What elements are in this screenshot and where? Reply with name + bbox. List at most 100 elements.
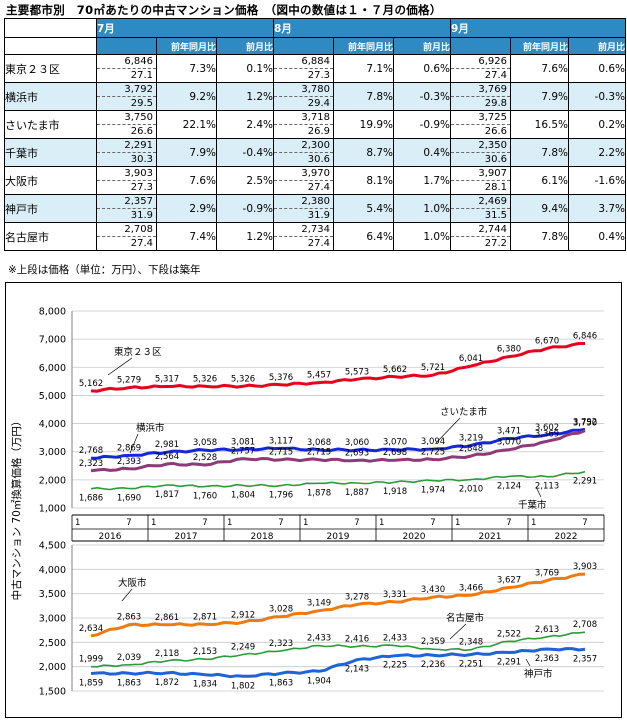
building-age-value: 26.6	[484, 126, 508, 137]
price-age-cell: 6,846 27.1	[96, 54, 157, 83]
building-age-value: 27.4	[484, 70, 508, 81]
price-age-cell: 3,780 29.4	[273, 82, 335, 111]
price-age-cell: 2,291 30.3	[96, 138, 157, 167]
building-age-value: 30.3	[130, 154, 153, 165]
data-label: 6,670	[535, 336, 559, 346]
series-line-4	[90, 572, 586, 638]
data-label: 1,974	[421, 486, 445, 496]
price-age-cell: 2,350 30.6	[450, 138, 512, 167]
data-label: 2,113	[535, 482, 559, 492]
data-label: 3,028	[269, 605, 293, 615]
data-label: 2,768	[79, 446, 103, 456]
building-age-value: 30.6	[307, 154, 331, 165]
x-year-label: 2016	[99, 532, 122, 542]
callout-line	[121, 588, 133, 602]
price-value: 6,884	[274, 55, 334, 69]
data-label: 2,323	[79, 459, 103, 469]
city-name: 横浜市	[4, 82, 97, 111]
series-name-label: 神戸市	[524, 668, 553, 680]
city-name: 大阪市	[4, 166, 97, 195]
x-tick-label: 1	[379, 518, 384, 528]
y-tick-label: 1,500	[39, 687, 66, 698]
x-year-label: 2019	[327, 532, 350, 542]
y-tick-label: 7,000	[39, 335, 66, 346]
x-tick-label: 7	[278, 518, 283, 528]
data-label: 2,010	[459, 485, 483, 495]
price-age-cell: 3,907 28.1	[450, 166, 512, 195]
mom-change: 1.7%	[393, 166, 452, 195]
price-value: 6,926	[451, 55, 511, 69]
table-row: 横浜市 3,792 29.5 9.2% 1.2% 3,780 29.4 7.8% -0.3% 3,…	[4, 82, 627, 111]
mom-change: 0.4%	[568, 222, 627, 251]
x-tick-label: 7	[126, 518, 131, 528]
y-tick-label: 3,000	[39, 614, 66, 625]
x-year-label: 2017	[175, 532, 198, 542]
price-age-cell: 3,725 26.6	[450, 110, 512, 139]
series-name-label: 千葉市	[518, 499, 547, 511]
building-age-value: 29.8	[484, 98, 508, 109]
data-label: 2,124	[497, 481, 521, 491]
y-tick-label: 1,000	[39, 504, 66, 515]
data-label: 6,380	[497, 345, 521, 355]
price-age-cell: 3,970 27.4	[273, 166, 335, 195]
x-year-label: 2018	[251, 532, 274, 542]
data-label: 2,871	[193, 612, 217, 622]
yoy-change: 7.8%	[510, 138, 570, 167]
price-line-chart: 中古マンション 70㎡換算価格（万円） 1,000 2,000 3,000 4,000 5…	[10, 307, 605, 698]
x-tick-label: 7	[506, 518, 511, 528]
y-tick-label: 2,000	[39, 662, 66, 673]
price-value: 2,734	[274, 223, 334, 237]
data-label: 2,715	[269, 448, 293, 458]
price-value: 3,769	[451, 83, 511, 97]
y-axis-title: 中古マンション 70㎡換算価格（万円）	[10, 416, 23, 601]
data-label: 3,792	[573, 417, 597, 427]
yoy-change: 6.1%	[510, 166, 570, 195]
data-label: 3,627	[497, 575, 521, 585]
building-age-value: 29.4	[307, 98, 331, 109]
price-age-cell: 2,744 27.2	[450, 222, 512, 251]
mom-subheader: 前月比	[393, 37, 452, 55]
data-label: 2,708	[573, 620, 597, 630]
data-label: 2,225	[383, 661, 407, 671]
x-year-label: 2022	[555, 532, 578, 542]
building-age-value: 27.4	[130, 238, 153, 249]
price-age-cell: 3,903 27.3	[96, 166, 157, 195]
data-label: 1,859	[79, 679, 103, 689]
price-value: 2,291	[97, 139, 156, 153]
yoy-change: 2.9%	[156, 194, 217, 223]
yoy-change: 7.8%	[510, 222, 570, 251]
y-tick-label: 2,500	[39, 638, 66, 649]
table-row: 大阪市 3,903 27.3 7.6% 2.5% 3,970 27.4 8.1% 1.7% 3,9…	[4, 166, 627, 195]
data-label: 1,863	[269, 678, 293, 688]
mom-change: -1.6%	[568, 166, 627, 195]
data-label: 3,769	[535, 569, 559, 579]
data-label: 5,573	[345, 367, 369, 377]
y-tick-label: 3,500	[39, 589, 66, 600]
building-age-value: 31.9	[130, 210, 153, 221]
price-value: 2,469	[451, 195, 511, 209]
price-value: 3,718	[274, 111, 334, 125]
series-line-6	[90, 647, 586, 679]
callout-line	[435, 417, 461, 444]
data-label: 6,041	[459, 354, 483, 364]
data-label: 2,725	[421, 447, 445, 457]
yoy-change: 22.1%	[156, 110, 217, 139]
data-label: 5,326	[193, 374, 217, 384]
price-age-cell: 2,708 27.4	[96, 222, 157, 251]
table-row: 千葉市 2,291 30.3 7.9% -0.4% 2,300 30.6 8.7% 0.4% 2,…	[4, 138, 627, 167]
data-label: 2,861	[155, 613, 179, 623]
table-corner	[4, 37, 97, 55]
mom-change: 0.6%	[393, 54, 452, 83]
price-subheader	[450, 37, 512, 55]
y-tick-label: 2,000	[39, 475, 66, 486]
yoy-change: 8.7%	[333, 138, 395, 167]
data-label: 3,117	[269, 436, 293, 446]
price-age-cell: 2,300 30.6	[273, 138, 335, 167]
data-label: 3,602	[535, 423, 559, 433]
y-tick-label: 6,000	[39, 363, 66, 374]
price-value: 3,725	[451, 111, 511, 125]
y-tick-label: 4,000	[39, 419, 66, 430]
price-value: 2,300	[274, 139, 334, 153]
data-label: 2,251	[459, 659, 483, 669]
price-value: 2,380	[274, 195, 334, 209]
